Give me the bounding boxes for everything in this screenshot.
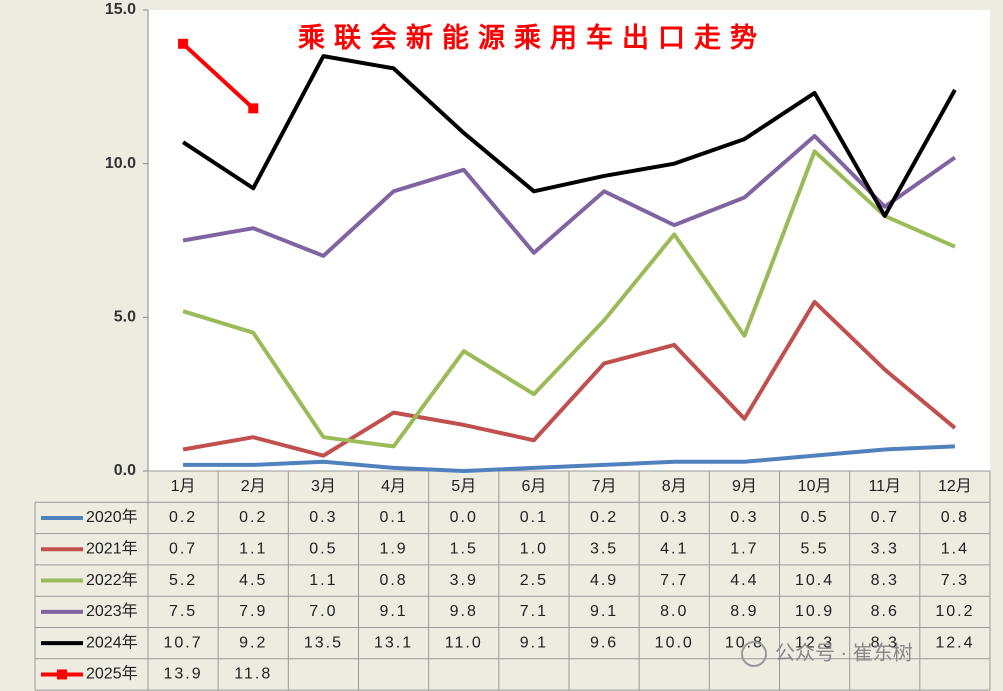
table-value: 8.0 (660, 603, 688, 620)
table-value: 7.1 (520, 603, 548, 620)
table-value: 10.8 (725, 634, 764, 651)
table-value: 1.7 (730, 540, 758, 557)
marker (248, 103, 259, 114)
table-value: 9.2 (239, 634, 267, 651)
table-value: 8.6 (871, 603, 899, 620)
table-value: 11.0 (445, 634, 483, 651)
table-value: 0.2 (590, 509, 618, 526)
table-value: 11.8 (234, 666, 272, 683)
table-value: 0.7 (871, 509, 899, 526)
watermark-text: 公众号 · 崔东树 (775, 641, 913, 664)
table-value: 1.1 (239, 540, 267, 557)
table-value: 4.9 (590, 572, 618, 589)
table-value: 8.3 (871, 572, 899, 589)
table-value: 9.1 (520, 634, 548, 651)
table-value: 3.5 (590, 540, 618, 557)
legend-label: 2025年 (86, 665, 138, 683)
table-value: 5.2 (169, 572, 197, 589)
watermark-icon (741, 641, 767, 667)
x-tick-label: 6月 (521, 478, 546, 495)
table-value: 0.2 (239, 509, 267, 526)
series-line (183, 444, 956, 473)
table-value: 10.4 (795, 572, 834, 589)
x-tick-label: 4月 (381, 478, 406, 495)
table-value: 4.1 (660, 540, 688, 557)
table-value: 13.5 (304, 634, 343, 651)
legend-marker (57, 669, 67, 680)
table-value: 13.9 (164, 666, 203, 683)
legend-label: 2024年 (86, 633, 138, 651)
table-value: 10.2 (935, 603, 974, 620)
table-value: 10.9 (795, 603, 834, 620)
y-tick-label: 0.0 (114, 462, 136, 479)
series-line (181, 54, 957, 218)
x-tick-label: 9月 (732, 478, 757, 495)
x-tick-label: 11月 (868, 478, 901, 495)
table-value: 1.4 (941, 540, 969, 557)
table-value: 7.7 (660, 572, 688, 589)
table-value: 0.5 (800, 509, 828, 526)
table-value: 8.9 (730, 603, 758, 620)
series-line (182, 299, 957, 458)
marker (178, 38, 189, 49)
legend-label: 2022年 (86, 571, 138, 589)
table-value: 1.9 (379, 540, 407, 557)
table-value: 0.3 (309, 509, 337, 526)
x-tick-label: 2月 (241, 478, 266, 495)
legend-label: 2021年 (86, 539, 138, 557)
series-line (182, 149, 956, 449)
table-value: 9.6 (590, 634, 618, 651)
x-tick-label: 5月 (451, 478, 476, 495)
y-tick-label: 15.0 (105, 1, 136, 18)
table-value: 0.3 (660, 509, 688, 526)
table-value: 7.5 (169, 603, 197, 620)
table-value: 4.5 (239, 572, 267, 589)
table-value: 0.8 (379, 572, 407, 589)
legend-label: 2023年 (86, 602, 138, 620)
table-value: 5.5 (800, 540, 828, 557)
legend-label: 2020年 (86, 508, 138, 526)
table-value: 3.9 (450, 572, 478, 589)
table-value: 3.3 (871, 540, 899, 557)
table-value: 13.1 (374, 634, 413, 651)
table-value: 12.3 (795, 634, 834, 651)
table-value: 0.0 (450, 509, 478, 526)
table-value: 0.5 (309, 540, 337, 557)
x-tick-label: 10月 (798, 478, 832, 495)
series-line (182, 134, 957, 258)
table-value: 0.1 (520, 509, 548, 526)
table-value: 7.3 (941, 572, 969, 589)
x-tick-label: 8月 (662, 478, 687, 495)
table-value: 10.7 (164, 634, 203, 651)
table-value: 9.1 (379, 603, 407, 620)
x-tick-label: 12月 (938, 478, 972, 495)
y-tick-label: 10.0 (105, 155, 136, 172)
table-value: 12.4 (935, 634, 974, 651)
y-tick-label: 5.0 (114, 309, 136, 326)
table-value: 1.1 (309, 572, 337, 589)
x-tick-label: 7月 (592, 478, 617, 495)
x-tick-label: 1月 (171, 478, 196, 495)
table-value: 9.8 (450, 603, 478, 620)
table-value: 0.3 (730, 509, 758, 526)
series-line (181, 42, 255, 110)
table-value: 0.1 (379, 509, 407, 526)
table-value: 9.1 (590, 603, 618, 620)
chart-title: 乘联会新能源乘用车出口走势 (297, 22, 766, 53)
table-value: 10.0 (655, 634, 694, 651)
table-value: 1.5 (450, 540, 478, 557)
table-value: 4.4 (730, 572, 758, 589)
table-value: 0.7 (169, 540, 197, 557)
table-value: 8.3 (871, 634, 899, 651)
table-value: 7.0 (309, 603, 337, 620)
table-value: 1.0 (520, 540, 548, 557)
table-value: 7.9 (239, 603, 267, 620)
table-value: 0.8 (941, 509, 969, 526)
watermark: 公众号 · 崔东树 (741, 641, 913, 667)
table-value: 2.5 (520, 572, 548, 589)
table-value: 0.2 (169, 509, 197, 526)
x-tick-label: 3月 (311, 478, 336, 495)
